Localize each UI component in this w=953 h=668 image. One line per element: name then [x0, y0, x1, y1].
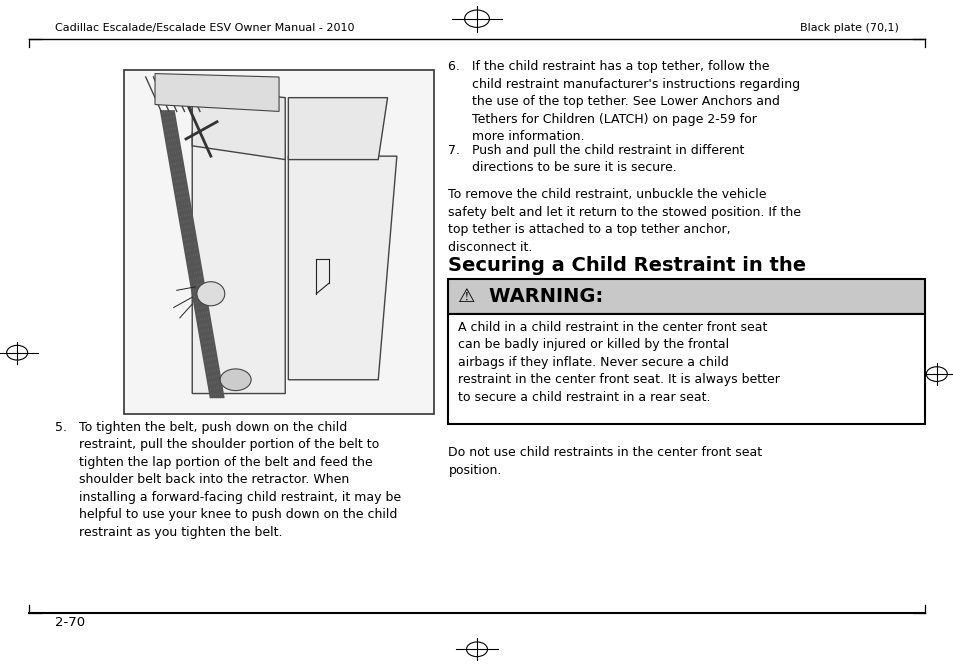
Polygon shape	[288, 156, 396, 379]
Text: Cadillac Escalade/Escalade ESV Owner Manual - 2010: Cadillac Escalade/Escalade ESV Owner Man…	[55, 23, 355, 33]
Text: Do not use child restraints in the center front seat
position.: Do not use child restraints in the cente…	[448, 446, 761, 477]
Polygon shape	[193, 88, 285, 160]
Text: A child in a child restraint in the center front seat
can be badly injured or ki: A child in a child restraint in the cent…	[457, 321, 779, 403]
Polygon shape	[288, 98, 387, 160]
Bar	[448, 314, 924, 424]
Text: 2-70: 2-70	[55, 616, 86, 629]
Text: 5.   To tighten the belt, push down on the child
      restraint, pull the shoul: 5. To tighten the belt, push down on the…	[55, 421, 401, 539]
Ellipse shape	[196, 282, 225, 306]
Polygon shape	[193, 132, 285, 393]
Circle shape	[220, 369, 251, 391]
Text: ⚠  WARNING:: ⚠ WARNING:	[457, 287, 602, 306]
Text: To remove the child restraint, unbuckle the vehicle
safety belt and let it retur: To remove the child restraint, unbuckle …	[448, 188, 801, 254]
Text: 7.   Push and pull the child restraint in different
      directions to be sure : 7. Push and pull the child restraint in …	[448, 144, 744, 174]
Text: 6.   If the child restraint has a top tether, follow the
      child restraint m: 6. If the child restraint has a top teth…	[448, 60, 800, 143]
Text: Black plate (70,1): Black plate (70,1)	[799, 23, 898, 33]
Polygon shape	[154, 73, 278, 112]
Text: Securing a Child Restraint in the
Center Front Seat Position: Securing a Child Restraint in the Center…	[448, 256, 805, 298]
Bar	[448, 279, 924, 314]
Bar	[124, 70, 434, 414]
